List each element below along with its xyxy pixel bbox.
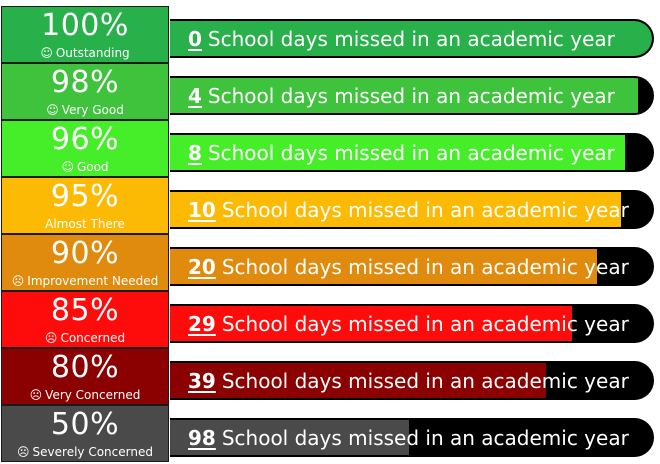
bar-fill — [170, 21, 652, 56]
days-missed-value: 0 — [188, 26, 202, 51]
days-missed-text: School days missed in an academic year — [221, 311, 629, 336]
days-missed-bar: 0 School days missed in an academic year — [170, 19, 654, 58]
percent-tile: 80% ☹ Very Concerned — [1, 348, 169, 405]
sad-face-icon: ☹ — [17, 445, 30, 459]
rating-text: Outstanding — [55, 46, 130, 60]
rating-text: Severely Concerned — [32, 445, 153, 459]
rating-label: Almost There — [2, 217, 168, 231]
rating-label: ☺ Very Good — [2, 103, 168, 117]
bar-fill — [170, 78, 638, 113]
rating-text: Concerned — [60, 331, 126, 345]
bar-fill — [170, 420, 409, 455]
days-missed-caption: 4 School days missed in an academic year — [188, 78, 615, 113]
rating-text: Good — [76, 160, 109, 174]
days-missed-text: School days missed in an academic year — [207, 26, 615, 51]
days-missed-value: 10 — [188, 197, 216, 222]
days-missed-bar: 4 School days missed in an academic year — [170, 76, 654, 115]
percent-value: 85% — [50, 293, 120, 328]
bar-fill — [170, 306, 573, 341]
sad-face-icon: ☹ — [11, 274, 25, 288]
percent-value: 50% — [50, 407, 120, 442]
percent-tile: 90% ☹ Improvement Needed — [1, 234, 169, 291]
days-missed-text: School days missed in an academic year — [221, 425, 629, 450]
days-missed-bar: 20 School days missed in an academic year — [170, 247, 654, 286]
days-missed-text: School days missed in an academic year — [221, 368, 629, 393]
attendance-row: 96% ☺ Good 8 School days missed in an acad… — [0, 120, 660, 177]
percent-value: 96% — [50, 122, 120, 157]
days-missed-text: School days missed in an academic year — [207, 140, 615, 165]
days-missed-bar: 10 School days missed in an academic year — [170, 190, 654, 229]
days-missed-caption: 0 School days missed in an academic year — [188, 21, 615, 56]
sad-face-icon: ☹ — [29, 388, 43, 402]
percent-tile: 95% Almost There — [1, 177, 169, 234]
days-missed-text: School days missed in an academic year — [207, 83, 615, 108]
attendance-row: 98% ☺ Very Good 4 School days missed in an… — [0, 63, 660, 120]
bar-fill — [170, 363, 546, 398]
days-missed-value: 20 — [188, 254, 216, 279]
days-missed-value: 98 — [188, 425, 216, 450]
days-missed-bar: 98 School days missed in an academic year — [170, 418, 654, 457]
days-missed-caption: 8 School days missed in an academic year — [188, 135, 615, 170]
smiley-face-icon: ☺ — [40, 46, 53, 60]
percent-value: 98% — [50, 65, 120, 100]
attendance-row: 50% ☹ Severely Concerned 98 School days mi… — [0, 405, 660, 462]
attendance-row: 95% Almost There 10 School days missed in… — [0, 177, 660, 234]
percent-tile: 98% ☺ Very Good — [1, 63, 169, 120]
rating-text: Almost There — [45, 217, 125, 231]
rating-text: Very Concerned — [45, 388, 141, 402]
attendance-row: 100% ☺ Outstanding 0 School days missed in… — [0, 6, 660, 63]
rating-text: Very Good — [61, 103, 124, 117]
attendance-row: 85% ☹ Concerned 29 School days missed in a… — [0, 291, 660, 348]
rating-label: ☹ Improvement Needed — [2, 274, 168, 288]
days-missed-caption: 39 School days missed in an academic year — [188, 363, 629, 398]
days-missed-bar: 8 School days missed in an academic year — [170, 133, 654, 172]
days-missed-text: School days missed in an academic year — [221, 197, 629, 222]
percent-tile: 96% ☺ Good — [1, 120, 169, 177]
percent-tile: 100% ☺ Outstanding — [1, 6, 169, 63]
days-missed-text: School days missed in an academic year — [221, 254, 629, 279]
smiley-face-icon: ☺ — [46, 103, 59, 117]
days-missed-value: 39 — [188, 368, 216, 393]
rating-label: ☹ Severely Concerned — [2, 445, 168, 459]
days-missed-caption: 10 School days missed in an academic year — [188, 192, 629, 227]
days-missed-bar: 39 School days missed in an academic year — [170, 361, 654, 400]
attendance-row: 80% ☹ Very Concerned 39 School days missed… — [0, 348, 660, 405]
days-missed-value: 8 — [188, 140, 202, 165]
rating-label: ☺ Outstanding — [2, 46, 168, 60]
rating-label: ☹ Concerned — [2, 331, 168, 345]
days-missed-bar: 29 School days missed in an academic year — [170, 304, 654, 343]
percent-value: 95% — [50, 179, 120, 214]
days-missed-value: 4 — [188, 83, 202, 108]
bar-fill — [170, 249, 597, 284]
percent-tile: 85% ☹ Concerned — [1, 291, 169, 348]
days-missed-caption: 98 School days missed in an academic year — [188, 420, 629, 455]
days-missed-caption: 20 School days missed in an academic year — [188, 249, 629, 284]
rating-label: ☹ Very Concerned — [2, 388, 168, 402]
percent-value: 100% — [41, 8, 129, 43]
rating-label: ☺ Good — [2, 160, 168, 174]
bar-fill — [170, 192, 621, 227]
percent-value: 90% — [50, 236, 120, 271]
sad-face-icon: ☹ — [44, 331, 58, 345]
bar-fill — [170, 135, 626, 170]
days-missed-caption: 29 School days missed in an academic year — [188, 306, 629, 341]
percent-value: 80% — [50, 350, 120, 385]
attendance-row: 90% ☹ Improvement Needed 20 School days mi… — [0, 234, 660, 291]
smiley-face-icon: ☺ — [61, 160, 74, 174]
percent-tile: 50% ☹ Severely Concerned — [1, 405, 169, 462]
days-missed-value: 29 — [188, 311, 216, 336]
rating-text: Improvement Needed — [27, 274, 159, 288]
